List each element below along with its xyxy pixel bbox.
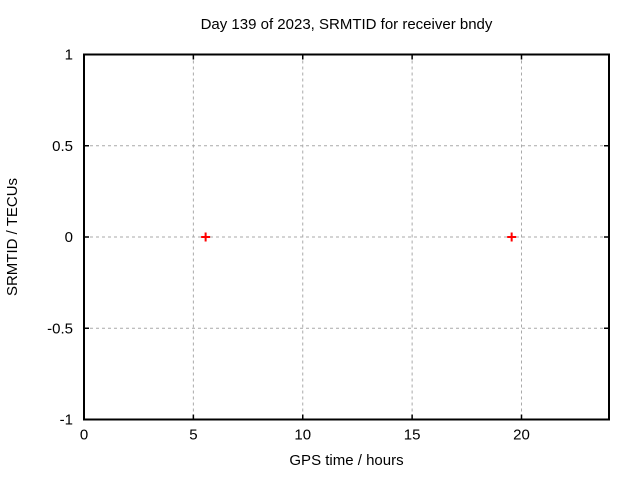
y-tick-label: 1: [65, 47, 73, 64]
x-tick-label: 5: [189, 427, 197, 444]
y-tick-label: 0.5: [52, 138, 73, 155]
y-tick-label: -0.5: [47, 320, 73, 337]
x-tick-label: 20: [513, 427, 530, 444]
x-tick-label: 15: [404, 427, 421, 444]
x-axis-label: GPS time / hours: [289, 452, 404, 469]
y-tick-label: -1: [60, 412, 73, 429]
x-tick-label: 10: [294, 427, 311, 444]
chart-title: Day 139 of 2023, SRMTID for receiver bnd…: [200, 16, 493, 33]
y-tick-label: 0: [65, 229, 73, 246]
x-tick-label: 0: [80, 427, 88, 444]
